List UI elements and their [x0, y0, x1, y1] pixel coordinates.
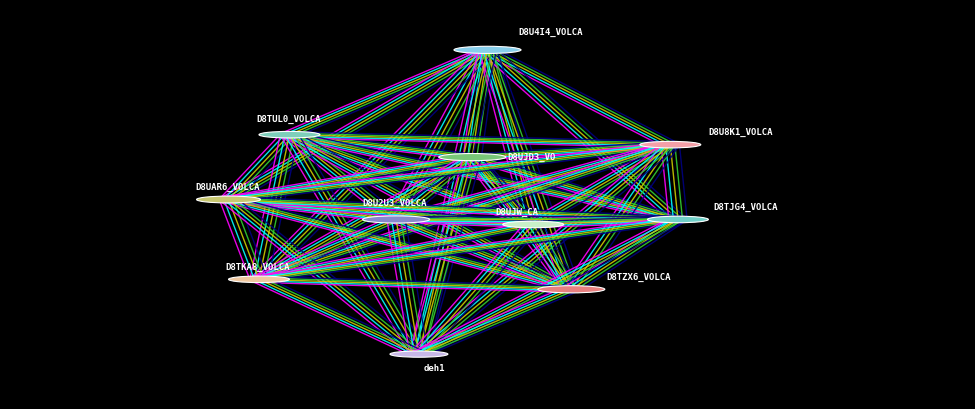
Text: D8U4I4_VOLCA: D8U4I4_VOLCA	[518, 28, 582, 37]
Ellipse shape	[647, 216, 709, 223]
Ellipse shape	[538, 286, 604, 293]
Text: D8TJG4_VOLCA: D8TJG4_VOLCA	[713, 203, 777, 212]
Ellipse shape	[390, 351, 448, 357]
Text: D8U8K1_VOLCA: D8U8K1_VOLCA	[709, 128, 773, 137]
Text: D8TZX6_VOLCA: D8TZX6_VOLCA	[606, 273, 671, 282]
Ellipse shape	[503, 221, 564, 228]
Text: D8TKA8_VOLCA: D8TKA8_VOLCA	[225, 263, 290, 272]
Ellipse shape	[640, 142, 701, 148]
Text: deh1: deh1	[423, 364, 445, 373]
Text: D8U2U3_VOLCA: D8U2U3_VOLCA	[363, 199, 427, 208]
Text: D8UJD3_VO: D8UJD3_VO	[507, 153, 556, 162]
Text: D8UJW_CA: D8UJW_CA	[495, 208, 538, 217]
Ellipse shape	[259, 131, 320, 138]
Ellipse shape	[228, 276, 290, 283]
Ellipse shape	[197, 196, 260, 203]
Ellipse shape	[454, 46, 521, 54]
Ellipse shape	[363, 216, 430, 223]
Ellipse shape	[439, 153, 506, 161]
Text: D8TUL0_VOLCA: D8TUL0_VOLCA	[255, 115, 321, 124]
Text: D8UAR6_VOLCA: D8UAR6_VOLCA	[195, 183, 259, 192]
